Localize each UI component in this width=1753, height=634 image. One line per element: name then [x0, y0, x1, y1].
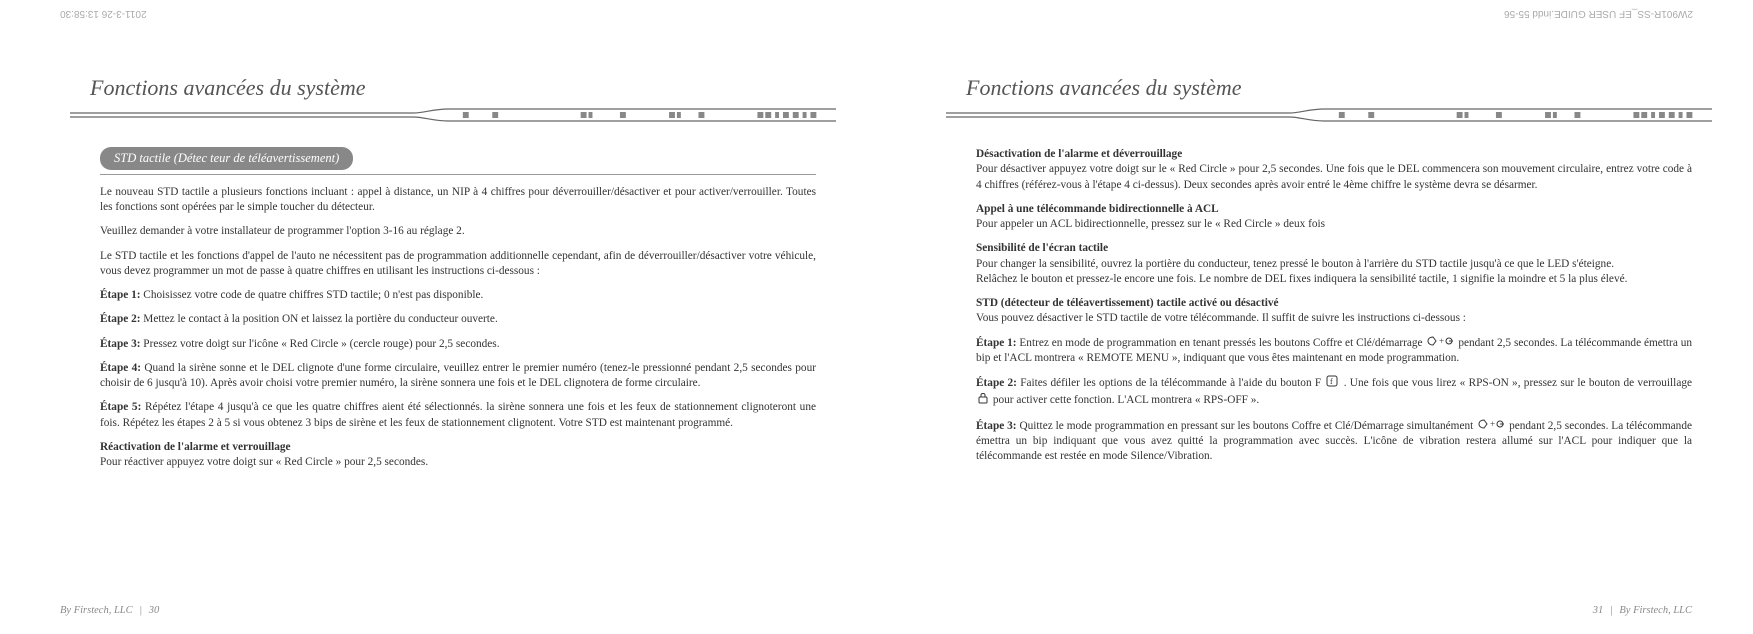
svg-text:+: + — [1439, 336, 1444, 346]
sensitivity-body-2: Relâchez le bouton et pressez-le encore … — [976, 273, 1627, 285]
r-step-1-a: Entrez en mode de programmation en tenan… — [1017, 337, 1426, 349]
step-3-body: Pressez votre doigt sur l'icône « Red Ci… — [140, 338, 499, 350]
step-5: Étape 5: Répétez l'étape 4 jusqu'à ce qu… — [100, 400, 816, 431]
std-toggle: STD (détecteur de téléavertissement) tac… — [976, 296, 1692, 327]
r-step-3-a: Quittez le mode programmation en pressan… — [1017, 420, 1477, 432]
step-2-body: Mettez le contact à la position ON et la… — [140, 313, 497, 325]
step-5-body: Répétez l'étape 4 jusqu'à ce que les qua… — [100, 401, 816, 428]
content-left: STD tactile (Détec teur de téléavertisse… — [100, 147, 816, 470]
reactivation-body: Pour réactiver appuyez votre doigt sur «… — [100, 456, 428, 468]
title-decor-right — [946, 107, 1712, 127]
deactivation-head: Désactivation de l'alarme et déverrouill… — [976, 148, 1182, 160]
std-toggle-head: STD (détecteur de téléavertissement) tac… — [976, 297, 1279, 309]
trunk-key-icon: + — [1427, 336, 1453, 351]
sensitivity-head: Sensibilité de l'écran tactile — [976, 242, 1108, 254]
step-3-head: Étape 3: — [100, 338, 140, 350]
call-remote-body: Pour appeler un ACL bidirectionnelle, pr… — [976, 218, 1325, 230]
reactivation: Réactivation de l'alarme et verrouillage… — [100, 440, 816, 471]
call-remote: Appel à une télécommande bidirectionnell… — [976, 202, 1692, 233]
para-note: Le STD tactile et les fonctions d'appel … — [100, 249, 816, 280]
footer-left: By Firstech, LLC | 30 — [60, 605, 159, 616]
deactivation-body: Pour désactiver appuyez votre doigt sur … — [976, 163, 1692, 190]
step-2: Étape 2: Mettez le contact à la position… — [100, 312, 816, 327]
para-install: Veuillez demander à votre installateur d… — [100, 224, 816, 239]
step-5-head: Étape 5: — [100, 401, 141, 413]
content-right: Désactivation de l'alarme et déverrouill… — [976, 147, 1692, 465]
lock-icon — [978, 392, 988, 409]
para-intro: Le nouveau STD tactile a plusieurs fonct… — [100, 185, 816, 216]
call-remote-head: Appel à une télécommande bidirectionnell… — [976, 203, 1219, 215]
step-4-body: Quand la sirène sonne et le DEL clignote… — [100, 362, 816, 389]
std-toggle-body: Vous pouvez désactiver le STD tactile de… — [976, 312, 1466, 324]
r-step-2-head: Étape 2: — [976, 377, 1017, 389]
footer-sep-right: | — [1610, 605, 1613, 616]
section-pill: STD tactile (Détec teur de téléavertisse… — [100, 147, 353, 170]
r-step-2: Étape 2: Faites défiler les options de l… — [976, 375, 1692, 410]
section-underline — [100, 174, 816, 175]
footer-right: 31 | By Firstech, LLC — [1593, 605, 1692, 616]
r-step-3: Étape 3: Quittez le mode programmation e… — [976, 419, 1692, 465]
footer-page-left: 30 — [149, 605, 160, 616]
sensitivity-body-1: Pour changer la sensibilité, ouvrez la p… — [976, 258, 1614, 270]
footer-page-right: 31 — [1593, 605, 1604, 616]
svg-text:f: f — [1330, 377, 1333, 386]
r-step-3-head: Étape 3: — [976, 420, 1017, 432]
trunk-key-icon-2: + — [1478, 419, 1504, 434]
r-step-2-b: . Une fois que vous lirez « RPS-ON », pr… — [1340, 377, 1692, 389]
sensitivity: Sensibilité de l'écran tactile Pour chan… — [976, 241, 1692, 287]
step-2-head: Étape 2: — [100, 313, 140, 325]
page-title-left: Fonctions avancées du système — [90, 75, 816, 101]
deactivation: Désactivation de l'alarme et déverrouill… — [976, 147, 1692, 193]
page-right: Fonctions avancées du système Désactivat… — [876, 0, 1752, 634]
step-1-body: Choisissez votre code de quatre chiffres… — [140, 289, 483, 301]
r-step-1-head: Étape 1: — [976, 337, 1017, 349]
r-step-2-a: Faites défiler les options de la télécom… — [1017, 377, 1325, 389]
footer-sep-left: | — [139, 605, 142, 616]
footer-by-right: By Firstech, LLC — [1619, 605, 1692, 616]
step-4-head: Étape 4: — [100, 362, 141, 374]
step-1-head: Étape 1: — [100, 289, 140, 301]
step-3: Étape 3: Pressez votre doigt sur l'icône… — [100, 337, 816, 352]
step-1: Étape 1: Choisissez votre code de quatre… — [100, 288, 816, 303]
r-step-2-c: pour activer cette fonction. L'ACL montr… — [990, 395, 1259, 407]
footer-by-left: By Firstech, LLC — [60, 605, 133, 616]
title-decor-left — [70, 107, 836, 127]
page-title-right: Fonctions avancées du système — [966, 75, 1692, 101]
step-4: Étape 4: Quand la sirène sonne et le DEL… — [100, 361, 816, 392]
r-step-1: Étape 1: Entrez en mode de programmation… — [976, 336, 1692, 367]
f-button-icon: f — [1326, 375, 1338, 392]
svg-text:+: + — [1490, 419, 1495, 429]
page-left: Fonctions avancées du système STD tactil… — [0, 0, 876, 634]
reactivation-head: Réactivation de l'alarme et verrouillage — [100, 441, 291, 453]
